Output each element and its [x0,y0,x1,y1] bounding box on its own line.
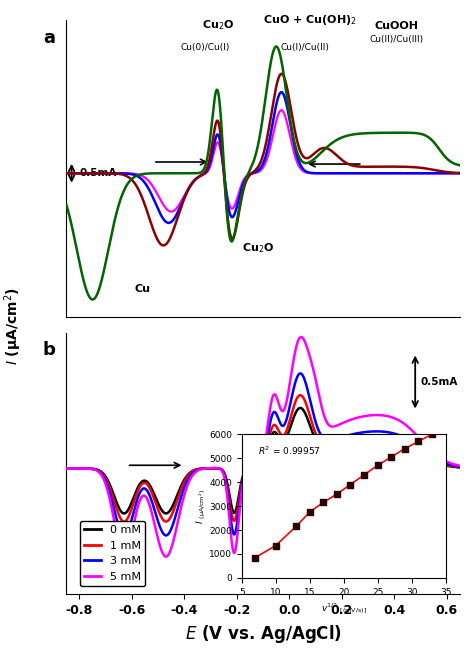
Point [292,521,300,532]
X-axis label: $E$ (V vs. Ag/AgCl): $E$ (V vs. Ag/AgCl) [184,622,342,645]
X-axis label: $v^{1/2}$ $\mathregular{_{[(mV/s)]}}$: $v^{1/2}$ $\mathregular{_{[(mV/s)]}}$ [320,602,367,617]
Point [306,507,313,517]
Point [415,436,422,447]
Text: b: b [43,341,55,359]
Text: $I$ (μA/cm$^2$): $I$ (μA/cm$^2$) [2,287,24,366]
Text: Cu$_2$O: Cu$_2$O [202,18,235,31]
Text: CuO + Cu(OH)$_2$: CuO + Cu(OH)$_2$ [264,12,357,27]
Point [272,541,280,551]
Text: 0.5mA: 0.5mA [80,168,117,178]
Y-axis label: $I$ $\mathregular{_{(\mu A/cm^2)}}$: $I$ $\mathregular{_{(\mu A/cm^2)}}$ [194,488,208,524]
Point [333,489,341,500]
Point [374,460,382,471]
Legend: 0 mM, 1 mM, 3 mM, 5 mM: 0 mM, 1 mM, 3 mM, 5 mM [80,520,145,586]
Point [252,552,259,563]
Point [428,429,436,439]
Text: $R^2$ = 0.99957: $R^2$ = 0.99957 [258,444,320,456]
Point [319,498,327,508]
Text: Cu$_2$O: Cu$_2$O [242,241,274,255]
Point [387,452,395,462]
Text: Cu(0)/Cu(I): Cu(0)/Cu(I) [181,43,230,52]
Point [360,470,368,480]
Text: Cu(II)/Cu(III): Cu(II)/Cu(III) [370,35,424,44]
Text: CuOOH: CuOOH [375,21,419,31]
Text: Cu(I)/Cu(II): Cu(I)/Cu(II) [281,43,329,52]
Point [346,479,354,490]
Text: Cu: Cu [135,284,150,294]
Point [401,443,409,454]
Text: 0.5mA: 0.5mA [420,377,458,387]
Text: a: a [43,29,55,46]
